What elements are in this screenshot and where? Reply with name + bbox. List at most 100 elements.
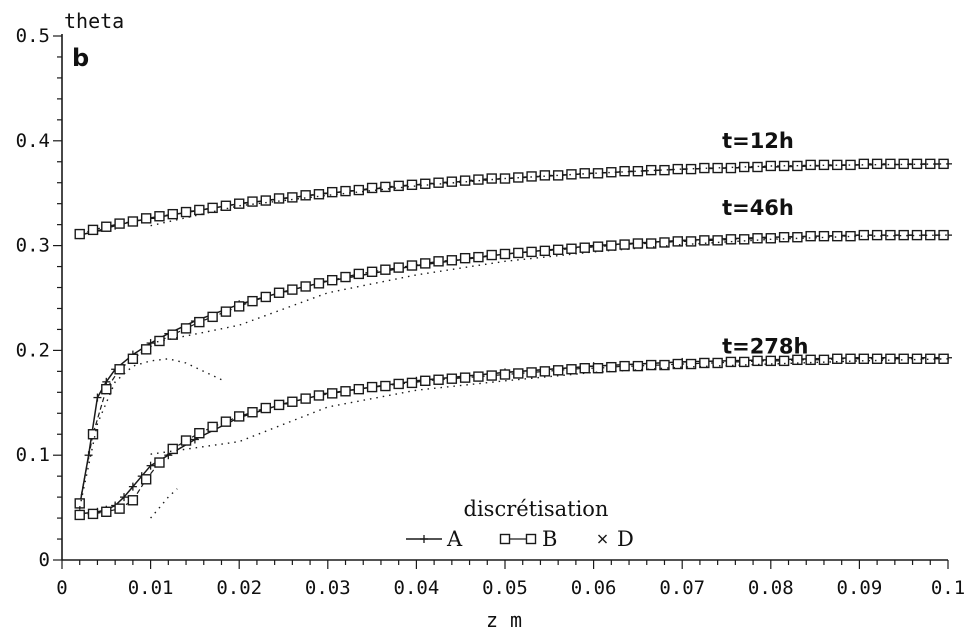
panel-label: b <box>72 44 89 72</box>
curve-0: t=12h <box>74 129 952 240</box>
point-B <box>220 200 232 211</box>
series-A-line <box>79 356 948 515</box>
point-B <box>247 407 258 418</box>
point-B <box>287 192 298 203</box>
point-B <box>486 370 497 381</box>
point-B <box>393 180 404 192</box>
point-B <box>499 369 511 380</box>
point-B <box>513 247 524 259</box>
point-B <box>207 421 218 433</box>
y-tick-label: 0.1 <box>16 444 50 466</box>
x-tick-label: 0.1 <box>931 577 965 599</box>
point-B <box>739 234 750 245</box>
point-B <box>393 378 404 390</box>
point-B <box>858 229 870 241</box>
point-B <box>446 255 458 266</box>
point-B <box>513 368 524 379</box>
point-B <box>114 218 125 229</box>
point-B <box>260 291 271 303</box>
point-B <box>778 355 790 367</box>
point-B <box>645 359 657 371</box>
point-B <box>366 266 378 277</box>
point-B <box>592 363 604 374</box>
point-B <box>765 233 776 244</box>
point-B <box>725 162 737 174</box>
point-B <box>898 353 909 364</box>
point-B <box>114 364 125 375</box>
point-B <box>792 232 803 243</box>
y-tick-label: 0.5 <box>16 25 50 47</box>
series-B-line <box>79 358 944 516</box>
labels-layer: theta b z m discrétisation <box>64 9 608 632</box>
point-B <box>845 159 856 171</box>
point-B <box>260 402 271 414</box>
point-B <box>645 238 657 249</box>
point-B <box>539 170 551 181</box>
x-tick-label: 0 <box>56 577 67 599</box>
legend-entry-B: B <box>499 527 557 551</box>
point-B <box>433 256 444 267</box>
x-tick-label: 0.09 <box>837 577 883 599</box>
point-B <box>353 383 365 395</box>
point-B <box>300 190 311 201</box>
point-B <box>459 175 471 186</box>
point-B <box>845 230 856 242</box>
point-B <box>167 329 178 340</box>
point-B <box>101 383 112 395</box>
point-B <box>353 268 365 280</box>
point-B <box>725 356 737 368</box>
x-tick-label: 0.04 <box>394 577 440 599</box>
point-B <box>712 162 723 174</box>
point-B <box>938 158 949 170</box>
legend-label: B <box>542 527 557 551</box>
point-A <box>146 461 155 470</box>
point-B <box>566 364 577 375</box>
point-B <box>287 284 298 295</box>
point-B <box>327 388 338 399</box>
point-B <box>233 411 245 422</box>
point-B <box>659 164 670 176</box>
point-B <box>140 474 152 485</box>
point-B <box>659 237 670 248</box>
point-A <box>128 482 137 491</box>
point-B <box>579 168 590 179</box>
point-B <box>74 509 85 521</box>
point-B <box>340 271 351 283</box>
point-B <box>180 323 192 334</box>
point-B <box>167 208 178 220</box>
point-B <box>473 251 484 263</box>
point-B <box>340 185 351 197</box>
point-B <box>526 246 537 258</box>
point-B <box>712 357 723 369</box>
legend-marker <box>420 535 428 543</box>
point-B <box>180 206 192 218</box>
point-B <box>566 243 577 254</box>
point-B <box>327 274 338 286</box>
point-B <box>406 260 418 271</box>
point-B <box>247 196 258 207</box>
point-B <box>233 301 245 312</box>
point-B <box>287 396 298 407</box>
point-B <box>632 238 644 249</box>
point-B <box>140 344 152 355</box>
point-B <box>420 375 431 386</box>
series-D-line <box>150 234 949 344</box>
point-B <box>659 359 670 371</box>
point-B <box>433 177 444 188</box>
legend-marker <box>525 533 537 545</box>
curve-1: t=46h <box>74 196 952 510</box>
point-B <box>739 161 750 173</box>
point-B <box>871 353 883 364</box>
point-B <box>685 236 697 247</box>
x-tick-label: 0.01 <box>128 577 174 599</box>
point-B <box>233 198 245 209</box>
legend-label: A <box>446 527 463 551</box>
point-B <box>140 213 152 224</box>
point-B <box>380 264 391 275</box>
point-B <box>207 202 218 214</box>
point-B <box>220 306 232 317</box>
curve-label: t=278h <box>722 335 808 359</box>
point-B <box>300 281 311 292</box>
point-B <box>459 252 471 264</box>
